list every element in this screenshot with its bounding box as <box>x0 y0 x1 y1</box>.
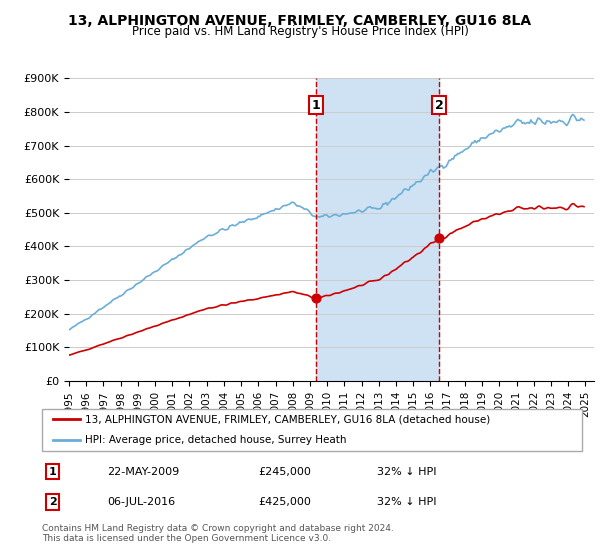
Text: 2: 2 <box>49 497 56 507</box>
Point <box>434 234 444 242</box>
Point <box>311 294 320 303</box>
Text: 13, ALPHINGTON AVENUE, FRIMLEY, CAMBERLEY, GU16 8LA (detached house): 13, ALPHINGTON AVENUE, FRIMLEY, CAMBERLE… <box>85 414 490 424</box>
Text: Contains HM Land Registry data © Crown copyright and database right 2024.
This d: Contains HM Land Registry data © Crown c… <box>42 524 394 543</box>
Text: 22-MAY-2009: 22-MAY-2009 <box>107 466 179 477</box>
Text: 1: 1 <box>311 99 320 112</box>
Text: 1: 1 <box>49 466 56 477</box>
Text: 32% ↓ HPI: 32% ↓ HPI <box>377 497 436 507</box>
Text: 13, ALPHINGTON AVENUE, FRIMLEY, CAMBERLEY, GU16 8LA: 13, ALPHINGTON AVENUE, FRIMLEY, CAMBERLE… <box>68 14 532 28</box>
Text: £425,000: £425,000 <box>258 497 311 507</box>
Text: HPI: Average price, detached house, Surrey Heath: HPI: Average price, detached house, Surr… <box>85 435 347 445</box>
Text: 2: 2 <box>435 99 443 112</box>
FancyBboxPatch shape <box>42 409 582 451</box>
Text: Price paid vs. HM Land Registry's House Price Index (HPI): Price paid vs. HM Land Registry's House … <box>131 25 469 38</box>
Text: 32% ↓ HPI: 32% ↓ HPI <box>377 466 436 477</box>
Text: 06-JUL-2016: 06-JUL-2016 <box>107 497 175 507</box>
Bar <box>316 78 439 381</box>
Text: £245,000: £245,000 <box>258 466 311 477</box>
